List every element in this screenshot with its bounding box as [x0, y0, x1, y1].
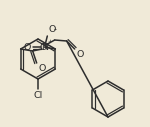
- Text: O: O: [76, 50, 84, 59]
- Text: O: O: [48, 25, 56, 34]
- Text: -: -: [53, 26, 56, 35]
- Text: N: N: [41, 43, 48, 52]
- Text: O: O: [38, 64, 46, 73]
- Text: Cl: Cl: [33, 91, 43, 99]
- Text: +: +: [48, 39, 53, 44]
- Text: O: O: [40, 43, 47, 52]
- Text: O: O: [23, 43, 31, 52]
